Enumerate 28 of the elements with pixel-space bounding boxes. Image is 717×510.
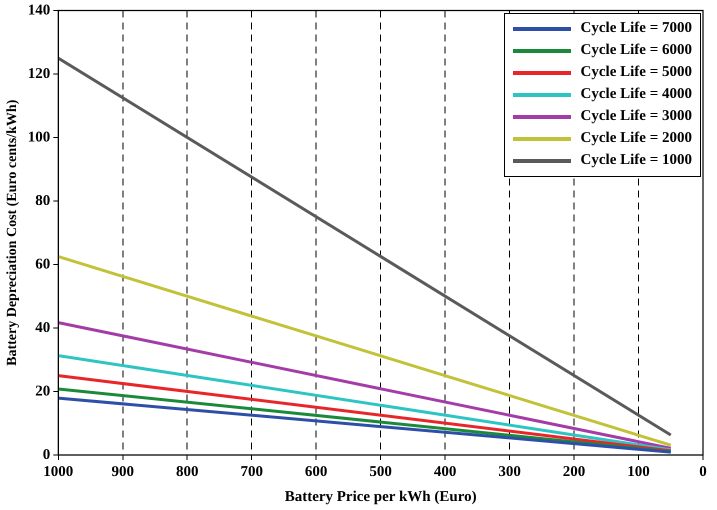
x-tick-label: 1000	[43, 464, 74, 480]
x-tick-label: 900	[112, 464, 134, 480]
y-tick-label: 20	[35, 383, 50, 400]
y-tick-label: 140	[28, 2, 50, 18]
y-tick-label: 120	[28, 66, 50, 82]
x-tick-label: 800	[176, 464, 198, 480]
legend-label: Cycle Life = 2000	[580, 130, 692, 147]
y-tick-label: 80	[35, 192, 50, 209]
legend-label: Cycle Life = 1000	[580, 152, 692, 169]
y-tick-label: 100	[28, 129, 50, 146]
x-tick-label: 600	[304, 464, 328, 480]
legend-label: Cycle Life = 4000	[580, 86, 692, 103]
x-tick-label: 700	[240, 464, 263, 480]
y-tick-label: 0	[42, 446, 50, 463]
x-tick-label: 300	[498, 464, 521, 480]
legend-label: Cycle Life = 7000	[580, 20, 692, 37]
y-tick-label: 40	[35, 320, 50, 336]
x-tick-label: 500	[369, 464, 392, 480]
x-tick-label: 200	[562, 464, 586, 480]
x-axis-title: Battery Price per kWh (Euro)	[284, 488, 477, 505]
y-tick-label: 60	[35, 256, 50, 272]
x-tick-label: 400	[434, 464, 456, 480]
x-tick-label: 100	[627, 464, 650, 480]
legend-label: Cycle Life = 6000	[580, 42, 692, 59]
x-tick-label: 0	[699, 464, 707, 480]
legend-label: Cycle Life = 3000	[580, 108, 692, 125]
y-axis-title: Battery Depreciation Cost (Euro cents/kWh)	[5, 99, 20, 366]
legend-label: Cycle Life = 5000	[580, 64, 692, 81]
